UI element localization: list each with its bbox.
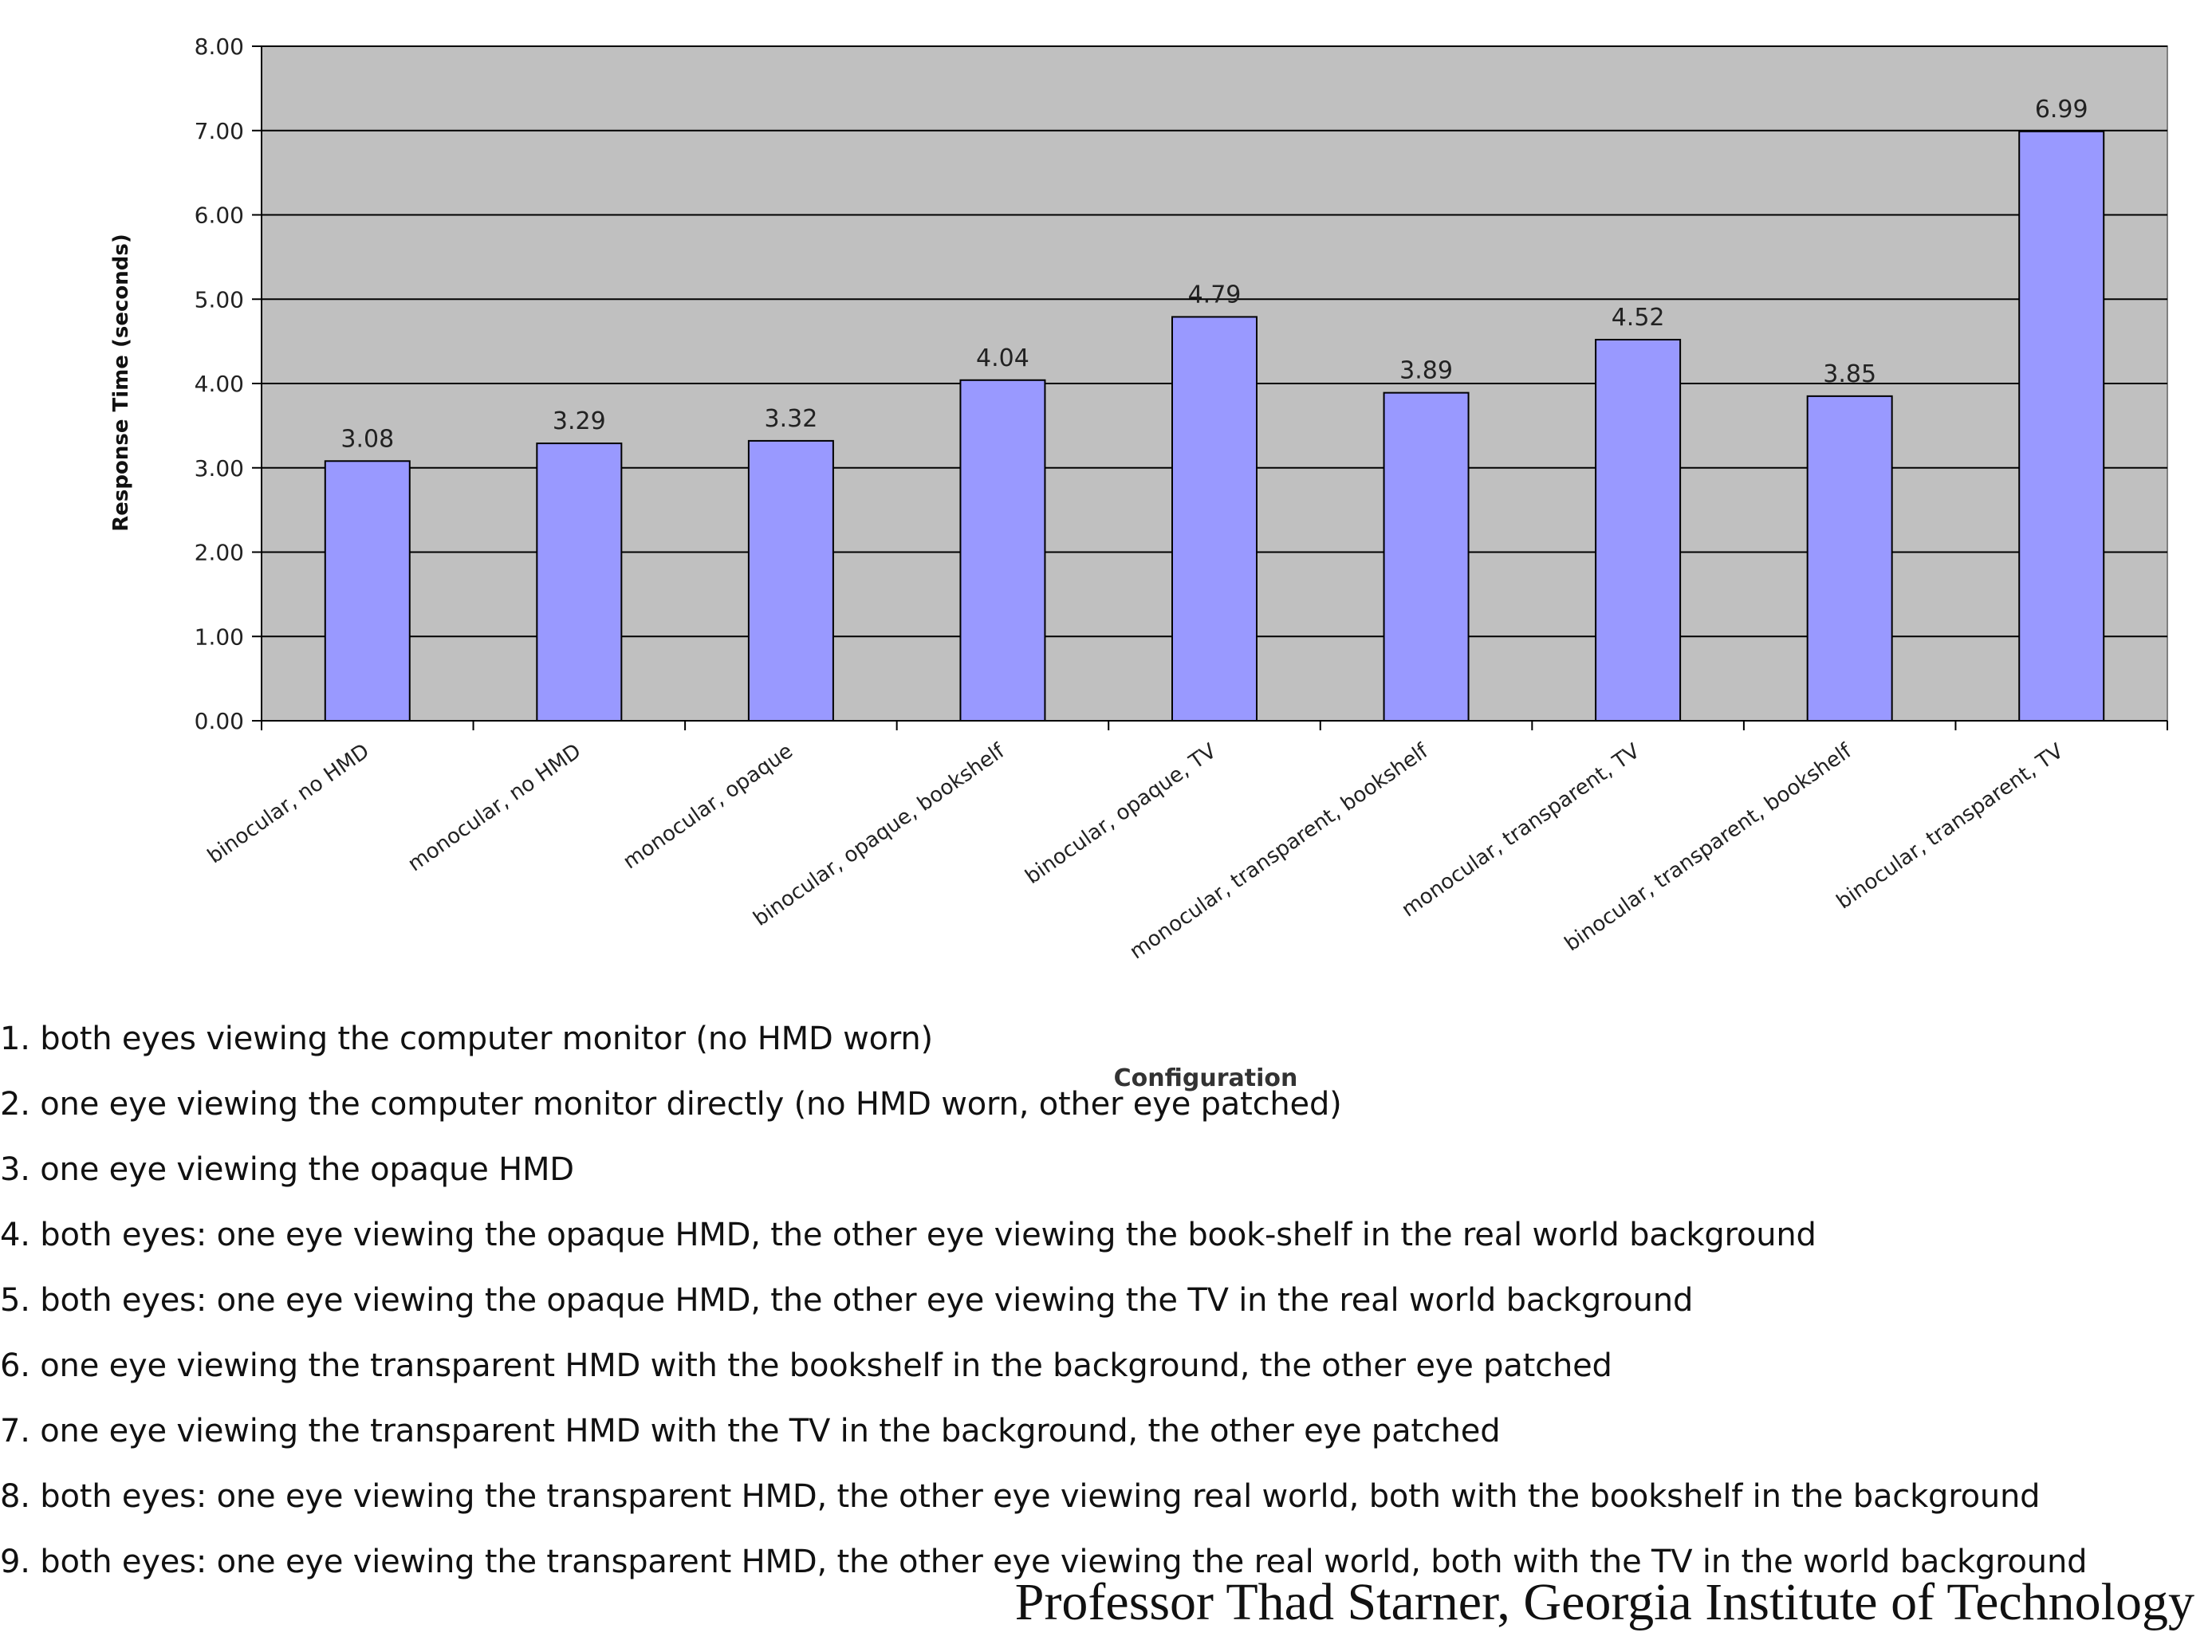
note-2: 2. one eye viewing the computer monitor … [0, 1086, 1342, 1123]
x-tick-labels: binocular, no HMD monocular, no HMD monocu… [203, 739, 2068, 965]
bar [1383, 391, 1470, 722]
x-tick-label: monocular, no HMD [403, 739, 585, 876]
note-9: 9. both eyes: one eye viewing the transp… [0, 1544, 2088, 1580]
bar [959, 379, 1046, 722]
y-tick-label: 3.00 [195, 455, 244, 482]
y-tick-label: 1.00 [195, 623, 244, 650]
note-7: 7. one eye viewing the transparent HMD w… [0, 1413, 1501, 1449]
x-tick-label: binocular, no HMD [203, 739, 374, 868]
bar-value-label: 4.04 [976, 344, 1029, 372]
configuration-notes: 1. both eyes viewing the computer monito… [0, 1006, 2087, 1595]
note-1: 1. both eyes viewing the computer monito… [0, 1021, 933, 1057]
bar [2018, 130, 2105, 722]
bar-value-label: 4.52 [1612, 304, 1665, 332]
bar [747, 439, 834, 722]
bar-value-label: 3.29 [553, 407, 606, 435]
bar-value-label: 6.99 [2035, 96, 2088, 124]
bar-value-label: 3.85 [1823, 360, 1876, 388]
x-tick-label: binocular, opaque, TV [1021, 739, 1222, 889]
bar [1171, 316, 1258, 722]
x-tick-label: monocular, opaque [619, 739, 797, 874]
y-tick-label: 2.00 [195, 540, 244, 566]
note-4: 4. both eyes: one eye viewing the opaque… [0, 1217, 1816, 1253]
bar [1595, 339, 1682, 722]
y-tick-label: 6.00 [195, 203, 244, 229]
x-tick-label: binocular, opaque, bookshelf [750, 739, 1010, 931]
y-tick-labels: 0.00 1.00 2.00 3.00 4.00 5.00 6.00 7.00 8.00 [195, 33, 244, 734]
y-tick-label: 0.00 [195, 708, 244, 734]
bar-value-label: 3.89 [1399, 357, 1453, 385]
response-time-bar-chart: 3.08 3.29 3.32 4.04 4.79 3.89 4.52 3.85 6.99 0.0… [109, 33, 2168, 1092]
x-tick-label: monocular, transparent, TV [1397, 739, 1644, 922]
bar-value-label: 3.32 [764, 405, 817, 433]
bar [536, 442, 623, 722]
y-tick-label: 8.00 [195, 33, 244, 60]
x-tick-label: binocular, transparent, TV [1832, 739, 2068, 914]
y-tick-label: 4.00 [195, 371, 244, 397]
bar-value-label: 3.08 [340, 425, 394, 453]
bar-value-label: 4.79 [1188, 281, 1242, 309]
note-5: 5. both eyes: one eye viewing the opaque… [0, 1282, 1694, 1319]
y-tick-label: 7.00 [195, 118, 244, 144]
y-tick-label: 5.00 [195, 286, 244, 313]
bar [324, 460, 411, 722]
note-6: 6. one eye viewing the transparent HMD w… [0, 1347, 1612, 1384]
credit-line: Professor Thad Starner, Georgia Institut… [1014, 1573, 2194, 1631]
y-axis-label: Response Time (seconds) [109, 234, 133, 531]
bars [324, 130, 2105, 722]
bar [1806, 395, 1893, 722]
note-8: 8. both eyes: one eye viewing the transp… [0, 1478, 2041, 1515]
note-3: 3. one eye viewing the opaque HMD [0, 1151, 574, 1188]
value-labels: 3.08 3.29 3.32 4.04 4.79 3.89 4.52 3.85 6.99 [340, 96, 2088, 453]
x-axis-label: Configuration [1114, 1064, 1298, 1092]
